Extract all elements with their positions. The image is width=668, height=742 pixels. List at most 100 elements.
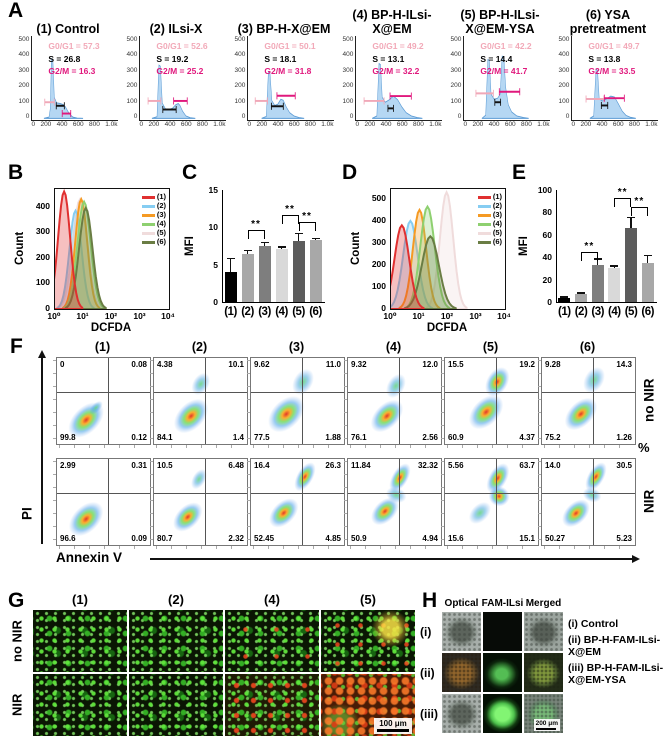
y-tick-label: 400 — [450, 51, 462, 59]
y-tick-label: 0 — [213, 297, 218, 307]
quadrant-value-upper-left: 5.56 — [448, 461, 464, 470]
error-bar — [596, 258, 599, 266]
cell-cycle-stats: G0/G1 = 52.6 S = 19.2 G2/M = 25.2 — [156, 40, 207, 78]
y-tick-label: 400 — [342, 51, 354, 59]
quadrant-value-upper-left: 10.5 — [157, 461, 173, 470]
y-tick-label: 200 — [126, 82, 138, 90]
histogram-plot-area: G0/G1 = 50.1 S = 18.1 G2/M = 31.8 — [247, 36, 334, 121]
panel-f-apoptosis-dot-plots: F (1) (2) (3) (4) (5) (6) 0 0.08 99.8 0.12 4.38 10.… — [0, 334, 668, 592]
microscopy-column-header: (2) — [168, 592, 184, 607]
legend-label: (1) — [156, 192, 166, 201]
panel-d-flow-histogram: D (1) (2) (3) (4) (5) (6) 500 400 300 200 100 0 10⁰ 1… — [342, 162, 512, 335]
quadrant-value-upper-left: 15.5 — [448, 360, 464, 369]
histogram-plot-area: G0/G1 = 49.2 S = 13.1 G2/M = 32.2 — [355, 36, 442, 121]
quadrant-value-upper-right: 10.1 — [228, 360, 244, 369]
error-bar-cap — [277, 246, 286, 248]
x-tick-label: 800 — [629, 121, 640, 128]
y-axis-title: Count — [350, 231, 362, 265]
quadrant-value-lower-right: 4.37 — [519, 433, 535, 442]
y-tick-label: 100 — [234, 97, 246, 105]
x-tick-label: 0 — [355, 121, 360, 128]
quadrant-divider-horizontal — [542, 392, 635, 394]
live-dead-image-r2c1 — [33, 674, 127, 736]
quadrant-dot-plot-r2c6: 14.0 30.5 50.27 5.23 — [538, 458, 636, 549]
plot-inner: 500 400 300 200 100 0 G0/G1 = 57.3 S = 26.8 G2/M… — [19, 36, 118, 128]
y-tick-label: 400 — [371, 214, 386, 225]
bar-(2) — [241, 254, 254, 302]
legend-item: (6) — [477, 237, 502, 247]
treatment-legend: (i) Control (ii) BP-H-FAM-ILsi-X@EM (iii) … — [568, 618, 668, 690]
x-tick-label: 200 — [580, 121, 592, 128]
y-tick-label: 500 — [450, 36, 462, 43]
dna-content-histogram — [475, 55, 530, 119]
quadrant-divider-vertical — [205, 459, 207, 545]
x-tick-label: 0 — [139, 121, 144, 128]
cell-population-blob — [187, 465, 210, 492]
y-axis-ticks: 100 80 60 40 20 0 — [532, 185, 554, 307]
y-tick-label: 400 — [234, 51, 246, 59]
histogram-plot-area: G0/G1 = 49.7 S = 13.8 G2/M = 33.5 — [571, 36, 658, 121]
quadrant-value-lower-left: 60.9 — [448, 433, 464, 442]
x-tick-label: 400 — [272, 121, 284, 128]
percent-label: % — [638, 440, 650, 455]
category-label: (2) — [241, 306, 254, 318]
stat-s: S = 19.2 — [156, 53, 189, 64]
cell-cycle-plot-row: (1) Control 500 400 300 200 100 0 G0/G1 = 57.3 S… — [14, 4, 662, 128]
flow-histogram-plot-area: (1) (2) (3) (4) (5) (6) — [390, 188, 506, 310]
legend-label: (1) — [492, 192, 502, 201]
error-bar-cap — [260, 241, 269, 244]
y-axis-title: MFI — [184, 236, 196, 256]
bar-(6) — [309, 240, 322, 302]
x-tick-label: 0 — [571, 121, 576, 128]
error-bar-cap — [593, 258, 602, 260]
quadrant-value-lower-left: 76.1 — [351, 433, 367, 442]
y-tick-label: 300 — [18, 66, 30, 74]
row-label-no-nir: no NIR — [9, 620, 25, 662]
bar-(5) — [625, 228, 637, 302]
y-tick-label: 500 — [342, 36, 354, 43]
x-tick-label: 400 — [596, 121, 608, 128]
x-tick-label: 10³ — [133, 311, 146, 321]
quadrant-dot-plot-r1c4: 9.32 12.0 76.1 2.56 — [344, 357, 442, 448]
quadrant-divider-horizontal — [348, 392, 441, 394]
quadrant-value-lower-right: 2.56 — [422, 433, 438, 442]
stat-g0g1: G0/G1 = 57.3 — [48, 41, 100, 51]
category-label: (1) — [558, 306, 571, 318]
microscopy-column-header: (4) — [264, 592, 280, 607]
x-tick-label: 0 — [31, 121, 36, 128]
plot-inner: 500 400 300 200 100 0 G0/G1 = 52.6 S = 19.2 G2/M… — [127, 36, 226, 128]
legend-swatch — [141, 196, 155, 199]
microscopy-column-header: (1) — [72, 592, 88, 607]
dna-content-histogram — [255, 70, 305, 119]
bar-(1) — [224, 272, 237, 302]
legend-label: (4) — [156, 219, 166, 228]
y-tick-label: 300 — [342, 66, 354, 74]
panel-e-label: E — [512, 161, 527, 184]
annexin-axis-arrow — [150, 558, 632, 560]
quadrant-value-upper-right: 6.48 — [228, 461, 244, 470]
y-tick-label: 200 — [234, 82, 246, 90]
cell-cycle-plot-2: (2) ILsi-X 500 400 300 200 100 0 G0/G1 = 52.6 S … — [122, 4, 230, 128]
histogram-plot-area: G0/G1 = 57.3 S = 26.8 G2/M = 16.3 — [31, 36, 118, 121]
scale-bar-text: 200 μm — [535, 720, 558, 727]
significance-bracket — [281, 214, 299, 224]
cell-population-blob — [263, 492, 304, 534]
quadrant-divider-vertical — [108, 459, 110, 545]
cell-cycle-plot-3: (3) BP-H-X@EM 500 400 300 200 100 0 G0/G1 = 50.… — [230, 4, 338, 128]
x-tick-label: 800 — [413, 121, 424, 128]
legend-item: (4) — [141, 219, 166, 229]
stat-g0g1: G0/G1 = 49.7 — [588, 41, 640, 51]
plot-inner: 500 400 300 200 100 0 G0/G1 = 42.2 S = 14.4 G2/M… — [451, 36, 550, 128]
quadrant-divider-vertical — [302, 459, 304, 545]
x-tick-label: 600 — [180, 121, 192, 128]
plot-title-line: X@EM — [372, 22, 412, 36]
quadrant-value-lower-right: 15.1 — [519, 534, 535, 543]
error-bar — [630, 216, 632, 229]
dot-plot-column-header: (6) — [579, 340, 596, 354]
y-axis-ticks: 500 400 300 200 100 0 — [559, 36, 572, 120]
significance-label: ** — [634, 195, 645, 207]
x-axis-ticks: 0 200 400 600 800 1.0k — [32, 121, 118, 128]
y-tick-label: 10 — [208, 222, 218, 233]
plot-title-line: (5) BP-H-ILsi- — [460, 8, 540, 22]
stat-g2m: G2/M = 32.2 — [372, 66, 420, 76]
